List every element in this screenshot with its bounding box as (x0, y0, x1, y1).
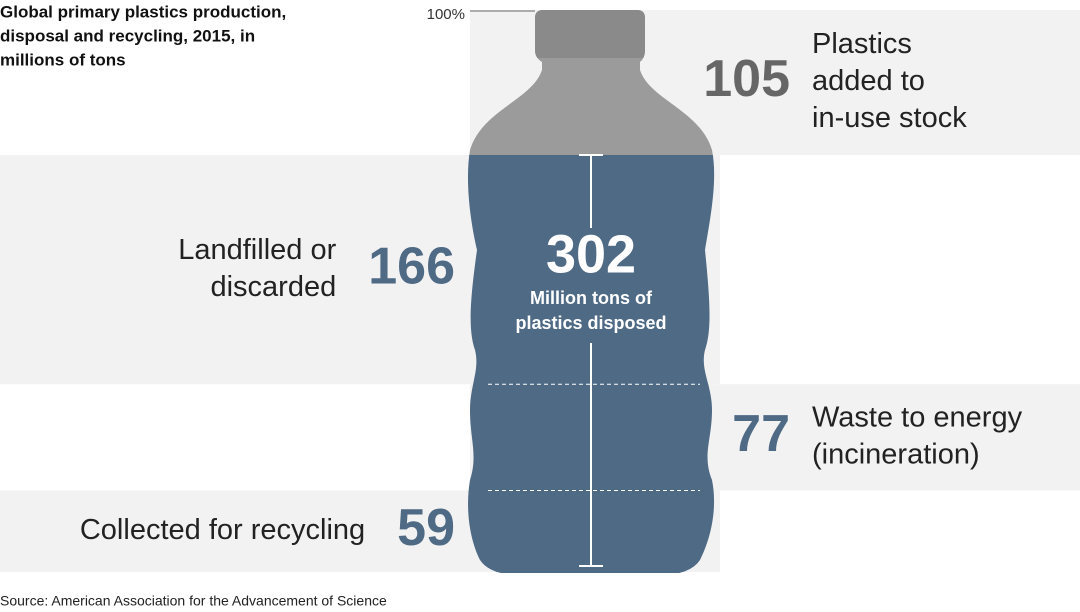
bottle-cap (528, 10, 652, 58)
segment-label: Plastics (812, 28, 912, 60)
segment-label: discarded (210, 271, 336, 303)
source: Source: American Association for the Adv… (0, 593, 387, 609)
segment-label: added to (812, 65, 925, 97)
title: millions of tons (0, 50, 126, 69)
total-value: 302 (546, 224, 636, 284)
total-label: plastics disposed (515, 313, 666, 333)
segment-label: Collected for recycling (80, 514, 365, 546)
segment-value: 59 (397, 499, 455, 557)
segment-value: 77 (732, 405, 790, 463)
segment-label: in-use stock (812, 102, 967, 134)
title: Global primary plastics production, (0, 2, 286, 21)
bottle-fill (467, 384, 715, 492)
segment-value: 105 (703, 50, 790, 108)
title: disposal and recycling, 2015, in (0, 26, 255, 45)
segment-value: 166 (368, 237, 455, 295)
top-label: 100% (427, 6, 465, 23)
segment-label: Waste to energy (812, 402, 1023, 434)
bottle-fill (467, 490, 715, 573)
segment-label: Landfilled or (178, 234, 336, 266)
total-label: Million tons of (530, 288, 653, 308)
segment-label: (incineration) (812, 439, 980, 471)
